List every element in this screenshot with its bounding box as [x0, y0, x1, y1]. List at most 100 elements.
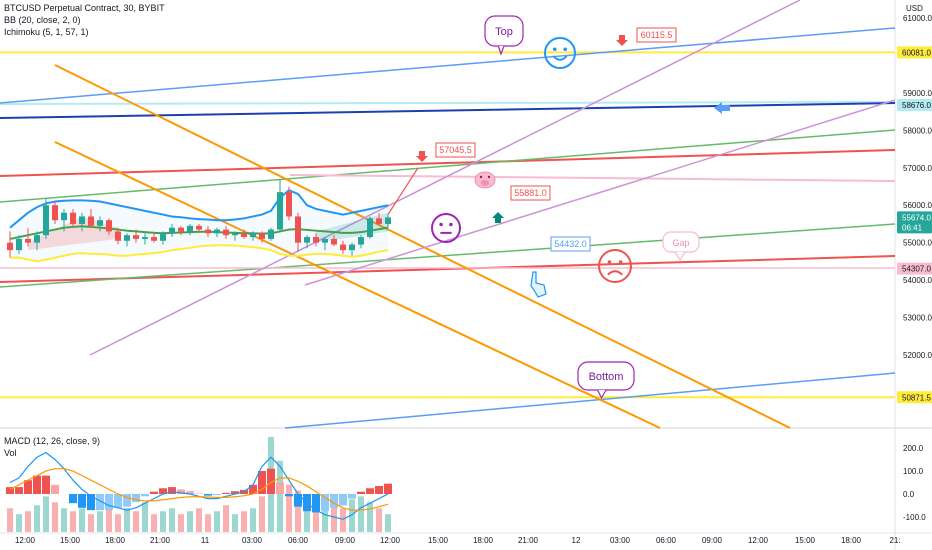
macd-tick-label: 200.0	[903, 444, 924, 453]
time-tick-label: 03:00	[242, 536, 263, 545]
trend-line-red-upper	[0, 149, 896, 177]
price-label-text: 55881.0	[514, 188, 547, 198]
candle-body	[124, 235, 130, 241]
volume-bar	[232, 514, 238, 532]
candle-body	[88, 216, 94, 226]
candle-body	[97, 220, 103, 226]
price-tag-label: 50871.5	[902, 393, 931, 402]
candle-body	[70, 212, 76, 224]
time-tick-label: 15:00	[795, 536, 816, 545]
macd-histogram-bar	[141, 494, 149, 497]
price-label-annotation: 57045.5	[435, 142, 476, 158]
macd-histogram-bar	[384, 483, 392, 494]
price-tag-label: 54307.0	[902, 265, 931, 274]
candle-body	[25, 238, 31, 243]
candle-body	[79, 216, 85, 224]
callout-gap: Gap	[662, 231, 700, 262]
time-tick-label: 15:00	[428, 536, 449, 545]
macd-histogram-bar	[312, 494, 320, 513]
price-tick-label: 61000.0	[903, 14, 932, 23]
macd-histogram-bar	[321, 494, 329, 512]
volume-bar	[322, 505, 328, 532]
volume-bar	[340, 508, 346, 532]
trend-line-red-lower	[0, 255, 896, 283]
candle-body	[196, 225, 202, 230]
volume-bar	[124, 508, 130, 532]
price-tag	[897, 211, 932, 234]
candle-body	[115, 231, 121, 241]
time-tick-label: 18:00	[841, 536, 862, 545]
ichimoku-indicator-label[interactable]: Ichimoku (5, 1, 57, 1)	[4, 27, 89, 37]
time-tick-label: 21:00	[518, 536, 539, 545]
price-tick-label: 53000.0	[903, 314, 932, 323]
callout-label: Gap	[672, 238, 689, 248]
macd-tick-label: -100.0	[903, 513, 926, 522]
macd-histogram-bar	[348, 494, 356, 499]
candle-body	[259, 233, 265, 239]
macd-histogram-bar	[213, 494, 221, 496]
currency-label: USD	[906, 4, 923, 13]
macd-indicator-label[interactable]: MACD (12, 26, close, 9)	[4, 436, 101, 446]
symbol-title: BTCUSD Perpetual Contract, 30, BYBIT	[4, 3, 165, 13]
macd-tick-label: 100.0	[903, 467, 924, 476]
price-label-annotation: 60115.5	[636, 27, 677, 43]
candle-body	[358, 237, 364, 245]
price-tick-label: 56000.0	[903, 201, 932, 210]
volume-bar	[16, 514, 22, 532]
bb-indicator-label[interactable]: BB (20, close, 2, 0)	[4, 15, 81, 25]
candle-body	[286, 192, 292, 217]
price-tag	[897, 46, 932, 59]
macd-histogram-bar	[78, 494, 86, 508]
macd-histogram-bar	[87, 494, 95, 511]
candle-body	[133, 235, 139, 239]
volume-bar	[358, 496, 364, 532]
volume-bar	[304, 496, 310, 532]
time-tick-label: 09:00	[702, 536, 723, 545]
time-tick-label: 18:00	[473, 536, 494, 545]
trend-line-green-upper	[0, 129, 896, 203]
macd-histogram-bar	[159, 488, 167, 494]
time-tick-label: 12:00	[380, 536, 401, 545]
macd-tick-label: 0.0	[903, 490, 915, 499]
bollinger-upper-line	[9, 189, 389, 229]
volume-bar	[295, 490, 301, 532]
macd-histogram-bar	[231, 491, 239, 494]
candle-body	[313, 237, 319, 243]
macd-histogram-bar	[6, 487, 14, 494]
macd-histogram-bar	[132, 494, 140, 503]
macd-histogram-bar	[24, 480, 32, 494]
price-tick-label: 57000.0	[903, 164, 932, 173]
price-tag-label: 60081.0	[902, 48, 931, 57]
macd-histogram-bar	[150, 491, 158, 494]
macd-histogram-bar	[285, 494, 293, 497]
countdown-label: 06:41	[902, 223, 923, 232]
bollinger-lower-line	[10, 244, 389, 263]
macd-histogram-bar	[258, 471, 266, 494]
volume-bar	[196, 508, 202, 532]
candle-body	[376, 218, 382, 224]
candle-body	[367, 218, 373, 238]
volume-bar	[25, 511, 31, 532]
macd-legend: MACD (12, 26, close, 9) Vol	[4, 435, 100, 459]
macd-histogram-bar	[51, 484, 59, 494]
volume-bar	[250, 508, 256, 532]
volume-indicator-label[interactable]: Vol	[4, 448, 17, 458]
macd-histogram-bar	[249, 484, 257, 494]
volume-bar	[133, 511, 139, 532]
candle-body	[349, 244, 355, 251]
macd-histogram-bar	[96, 494, 104, 511]
callout-bottom: Bottom	[577, 361, 635, 400]
time-tick-label: 15:00	[60, 536, 81, 545]
callout-label: Bottom	[589, 371, 624, 383]
pointing-hand-icon	[530, 271, 547, 298]
candle-body	[7, 242, 13, 251]
macd-histogram-bar	[357, 491, 365, 494]
candle-body	[16, 238, 22, 251]
signal-line	[9, 468, 389, 511]
horizontal-line-pink	[289, 174, 896, 182]
price-tag-label: 58676.0	[902, 101, 931, 110]
macd-histogram-bar	[105, 494, 113, 511]
macd-histogram-bar	[15, 487, 23, 494]
macd-histogram-bar	[69, 494, 77, 504]
